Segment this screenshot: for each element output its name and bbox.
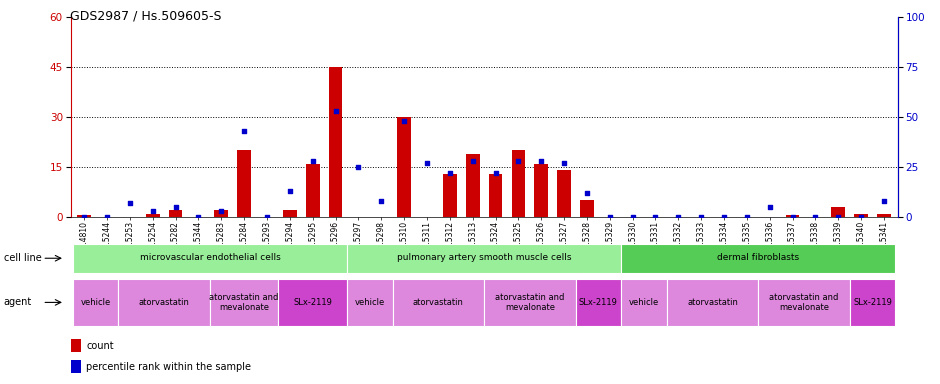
Bar [347,243,621,273]
Point [259,214,274,220]
Bar [759,278,850,326]
Point [716,214,731,220]
Text: atorvastatin and
mevalonate: atorvastatin and mevalonate [769,293,838,312]
Point [762,204,777,210]
Bar [786,215,799,217]
Bar [850,278,896,326]
Bar [77,215,91,217]
Point [534,158,549,164]
Bar [666,278,759,326]
Bar [854,214,868,217]
Point [351,164,366,170]
Bar [70,360,81,373]
Point [213,208,228,214]
Point [488,170,503,176]
Bar [534,164,548,217]
Bar [580,200,594,217]
Bar [283,210,297,217]
Text: vehicle: vehicle [629,298,659,307]
Text: vehicle: vehicle [354,298,385,307]
Point [419,160,434,166]
Bar [118,278,210,326]
Point [191,214,206,220]
Point [282,188,297,194]
Bar [278,278,347,326]
Point [168,204,183,210]
Text: dermal fibroblasts: dermal fibroblasts [717,253,799,262]
Bar [877,214,891,217]
Point [146,208,161,214]
Point [328,108,343,114]
Point [77,214,92,220]
Point [556,160,572,166]
Point [648,214,663,220]
Text: microvascular endothelial cells: microvascular endothelial cells [139,253,280,262]
Bar [210,278,278,326]
Point [807,214,822,220]
Text: atorvastatin and
mevalonate: atorvastatin and mevalonate [210,293,279,312]
Text: atorvastatin and
mevalonate: atorvastatin and mevalonate [495,293,565,312]
Bar [393,278,484,326]
Point [510,158,525,164]
Bar [72,243,347,273]
Point [237,128,252,134]
Bar [169,210,182,217]
Text: atorvastatin: atorvastatin [687,298,738,307]
Text: SLx-2119: SLx-2119 [854,298,892,307]
Bar [70,339,81,352]
Bar [621,278,666,326]
Bar [214,210,228,217]
Bar [511,151,525,217]
Point [694,214,709,220]
Bar [621,243,896,273]
Point [671,214,686,220]
Bar [489,174,502,217]
Text: GDS2987 / Hs.509605-S: GDS2987 / Hs.509605-S [70,10,222,23]
Bar [347,278,393,326]
Bar [329,67,342,217]
Point [854,214,869,220]
Point [100,214,115,220]
Text: pulmonary artery smooth muscle cells: pulmonary artery smooth muscle cells [397,253,572,262]
Bar [237,151,251,217]
Point [579,190,594,196]
Point [876,198,891,204]
Bar [72,278,118,326]
Text: percentile rank within the sample: percentile rank within the sample [86,362,252,372]
Text: SLx-2119: SLx-2119 [293,298,332,307]
Bar [832,207,845,217]
Point [740,214,755,220]
Text: vehicle: vehicle [81,298,111,307]
Point [603,214,618,220]
Text: SLx-2119: SLx-2119 [579,298,618,307]
Bar [575,278,621,326]
Point [625,214,640,220]
Bar [557,170,571,217]
Text: agent: agent [4,297,32,308]
Point [831,214,846,220]
Text: cell line: cell line [4,253,41,263]
Bar [484,278,575,326]
Text: atorvastatin: atorvastatin [413,298,463,307]
Bar [146,214,160,217]
Bar [398,117,411,217]
Bar [306,164,320,217]
Text: atorvastatin: atorvastatin [139,298,190,307]
Bar [443,174,457,217]
Point [374,198,389,204]
Point [465,158,480,164]
Point [122,200,137,206]
Point [306,158,321,164]
Point [397,118,412,124]
Point [785,214,800,220]
Bar [466,154,479,217]
Point [443,170,458,176]
Text: count: count [86,341,114,351]
